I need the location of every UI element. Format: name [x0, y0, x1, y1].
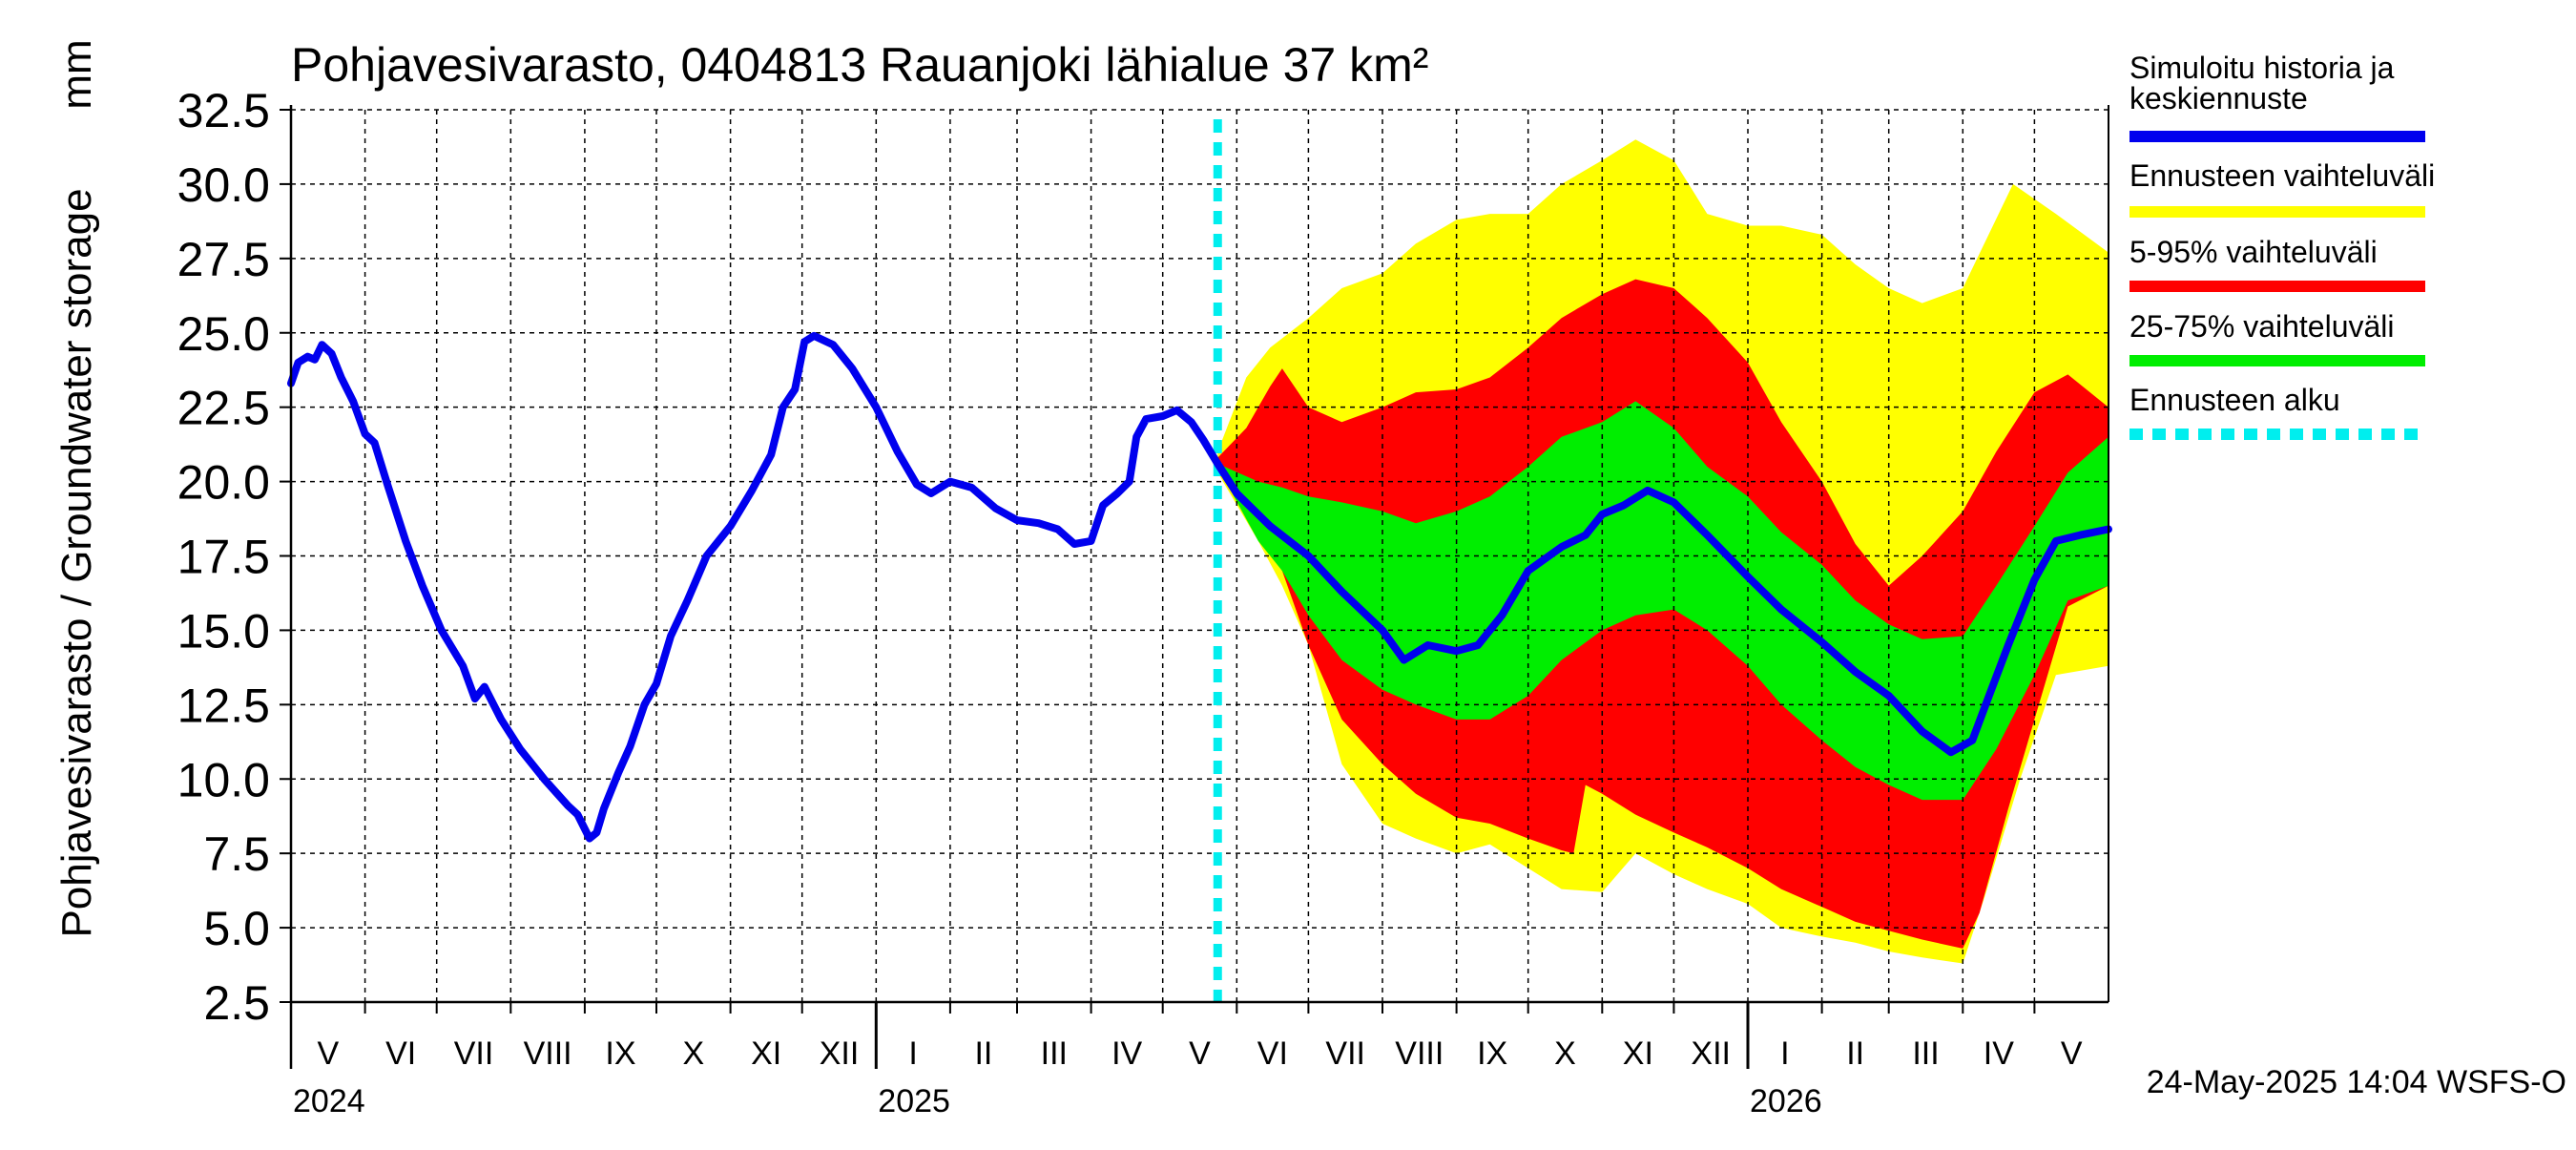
year-label: 2025: [878, 1083, 950, 1119]
month-label: XI: [751, 1035, 781, 1072]
month-label: VIII: [524, 1035, 572, 1072]
y-axis-labels: 2.5 5.0 7.5 10.0 12.5 15.0 17.5 20.0 22.5 25.0 27.…: [177, 84, 270, 1030]
legend-label: Ennusteen alku: [2129, 383, 2340, 417]
y-tick-label: 32.5: [177, 84, 270, 137]
y-tick-label: 2.5: [203, 976, 270, 1030]
x-axis-labels: V VI VII VIII IX X XI XII I II III IV V VI VII VIII IX X X…: [293, 1035, 2083, 1119]
y-tick-label: 5.0: [203, 902, 270, 955]
y-axis-label: Pohjavesivarasto / Groundwater storage: [53, 188, 100, 937]
y-tick-label: 25.0: [177, 307, 270, 361]
legend-label: Simuloitu historia ja: [2129, 51, 2395, 85]
month-label: X: [1554, 1035, 1576, 1072]
y-tick-label: 22.5: [177, 382, 270, 435]
month-label: IX: [605, 1035, 635, 1072]
month-label: III: [1912, 1035, 1939, 1072]
y-tick-label: 10.0: [177, 753, 270, 806]
y-tick-label: 15.0: [177, 604, 270, 658]
y-tick-label: 30.0: [177, 158, 270, 212]
month-label: XI: [1623, 1035, 1653, 1072]
history-and-mean-forecast: [287, 119, 2112, 1002]
history-mean-line: [287, 331, 2112, 843]
p25-75-band: [1217, 401, 2109, 801]
legend-label: Ennusteen vaihteluväli: [2129, 158, 2435, 193]
year-label: 2024: [293, 1083, 365, 1119]
month-label: IX: [1477, 1035, 1507, 1072]
month-label: X: [682, 1035, 704, 1072]
y-tick-label: 27.5: [177, 233, 270, 286]
month-label: VI: [385, 1035, 416, 1072]
y-tick-label: 7.5: [203, 827, 270, 881]
month-label: IV: [1111, 1035, 1142, 1072]
y-axis-unit: mm: [53, 39, 100, 109]
legend-label: 25-75% vaihteluväli: [2129, 309, 2395, 344]
month-label: V: [1189, 1035, 1211, 1072]
month-label: III: [1041, 1035, 1068, 1072]
timestamp: 24-May-2025 14:04 WSFS-O: [2147, 1064, 2566, 1100]
month-label: VI: [1257, 1035, 1288, 1072]
month-label: I: [908, 1035, 917, 1072]
month-label: XII: [820, 1035, 860, 1072]
grid: [291, 109, 2109, 1003]
legend-label: keskiennuste: [2129, 81, 2308, 115]
month-label: VII: [454, 1035, 494, 1072]
legend-label: 5-95% vaihteluväli: [2129, 235, 2378, 269]
month-label: II: [974, 1035, 992, 1072]
month-label: XII: [1691, 1035, 1731, 1072]
y-tick-label: 17.5: [177, 531, 270, 584]
chart-title: Pohjavesivarasto, 0404813 Rauanjoki lähi…: [291, 38, 1428, 92]
month-label: V: [2061, 1035, 2083, 1072]
month-label: II: [1846, 1035, 1864, 1072]
y-tick-label: 20.0: [177, 456, 270, 510]
month-label: I: [1780, 1035, 1789, 1072]
month-label: IV: [1984, 1035, 2014, 1072]
year-label: 2026: [1750, 1083, 1822, 1119]
axes: [280, 105, 2109, 1069]
forecast-bands: [1217, 139, 2109, 964]
month-label: V: [317, 1035, 339, 1072]
month-label: VIII: [1395, 1035, 1444, 1072]
month-label: VII: [1325, 1035, 1365, 1072]
y-tick-label: 12.5: [177, 679, 270, 732]
